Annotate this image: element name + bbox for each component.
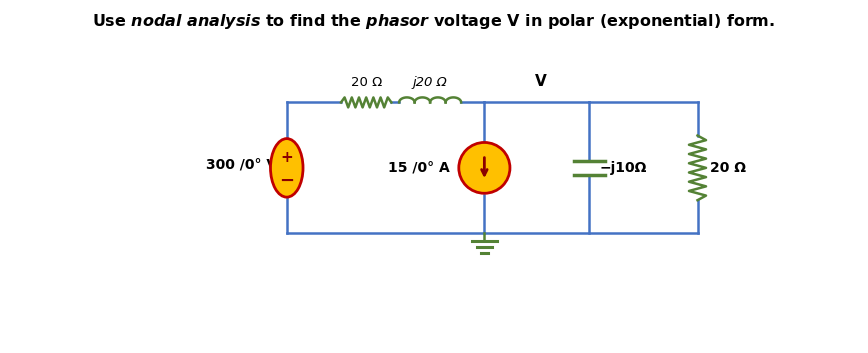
Text: 15 /0° A: 15 /0° A (388, 161, 450, 175)
Text: V: V (535, 74, 547, 89)
Text: −j10Ω: −j10Ω (599, 161, 647, 175)
Text: −: − (279, 172, 294, 190)
Ellipse shape (271, 139, 303, 197)
Text: 20 Ω: 20 Ω (351, 76, 382, 89)
Text: j20 Ω: j20 Ω (413, 76, 448, 89)
Text: 300 /0° V: 300 /0° V (207, 158, 278, 172)
Text: +: + (280, 150, 293, 165)
Text: Use $\bfit{nodal\ analysis}$ to find the $\bfit{phasor}$ voltage V in polar (exp: Use $\bfit{nodal\ analysis}$ to find the… (93, 12, 775, 31)
Text: 20 Ω: 20 Ω (710, 161, 746, 175)
Circle shape (459, 143, 510, 193)
